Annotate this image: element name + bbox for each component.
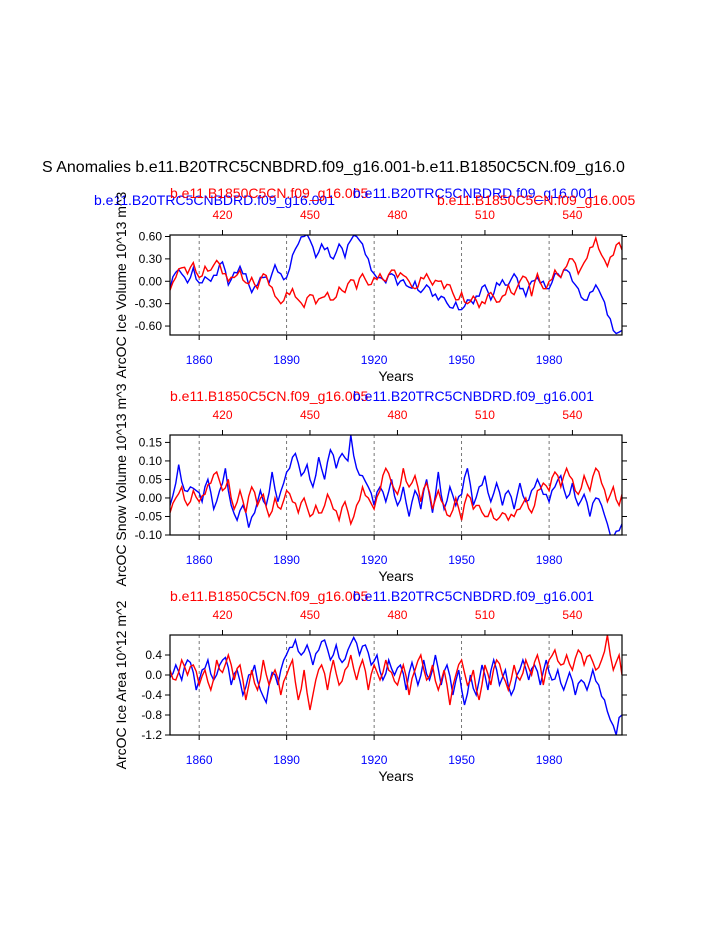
plot-frame bbox=[169, 234, 623, 336]
y-tick-label: 0.0 bbox=[145, 668, 162, 682]
x-tick-label-bottom: 1890 bbox=[273, 353, 300, 367]
y-axis-label: ArcOC Ice Area 10^12 m^2 bbox=[113, 600, 129, 769]
x-axis-label: Years bbox=[378, 768, 413, 784]
x-tick-label-top: 510 bbox=[475, 208, 495, 222]
x-tick-label-bottom: 1920 bbox=[361, 753, 388, 767]
y-tick-label: 0.15 bbox=[139, 435, 163, 449]
x-tick-label-bottom: 1980 bbox=[536, 553, 563, 567]
x-tick-label-bottom: 1950 bbox=[448, 353, 475, 367]
legend-red-right: b.e11.B1850C5CN.f09_g16.005 bbox=[437, 192, 635, 208]
x-tick-label-bottom: 1890 bbox=[273, 753, 300, 767]
x-tick-label-bottom: 1920 bbox=[361, 353, 388, 367]
y-tick-label: -0.8 bbox=[141, 708, 162, 722]
panel-3-title-red: b.e11.B1850C5CN.f09_g16.005 bbox=[170, 588, 368, 604]
x-tick-label-bottom: 1860 bbox=[186, 553, 213, 567]
x-tick-label-bottom: 1920 bbox=[361, 553, 388, 567]
x-tick-label-top: 480 bbox=[387, 408, 407, 422]
panel-2-title-red: b.e11.B1850C5CN.f09_g16.005 bbox=[170, 388, 368, 404]
figure-title: S Anomalies b.e11.B20TRC5CNBDRD.f09_g16.… bbox=[42, 159, 625, 176]
x-axis-label: Years bbox=[378, 368, 413, 384]
x-tick-label-bottom: 1860 bbox=[186, 753, 213, 767]
panels: 0.60 0.30 0.00 -0.30 -0.60 1860 1890 1920 1950 19… bbox=[113, 191, 627, 784]
y-axis-label: ArcOC Ice Volume 10^13 m^3 bbox=[113, 191, 129, 378]
series-line-b1850c5 bbox=[170, 635, 622, 711]
series-line-b1850c5 bbox=[170, 235, 622, 310]
x-tick-label-top: 510 bbox=[475, 408, 495, 422]
plot-frame bbox=[169, 634, 623, 736]
series-line-b20trc5 bbox=[170, 635, 622, 735]
plot-frame bbox=[169, 434, 623, 536]
x-tick-label-top: 420 bbox=[212, 208, 232, 222]
panel-3-title-blue: b.e11.B20TRC5CNBDRD.f09_g16.001 bbox=[353, 588, 594, 604]
x-tick-label-top: 510 bbox=[475, 608, 495, 622]
x-tick-label-top: 450 bbox=[300, 208, 320, 222]
panel-3: 0.4 0.0 -0.4 -0.8 -1.2 1860 1890 1920 1950 1980 42… bbox=[113, 600, 627, 784]
x-tick-label-top: 450 bbox=[300, 608, 320, 622]
x-tick-label-top: 480 bbox=[387, 608, 407, 622]
legend-blue-left: b.e11.B20TRC5CNBDRD.f09_g16.001 bbox=[94, 192, 335, 208]
x-tick-label-top: 420 bbox=[212, 408, 232, 422]
legend-blue-right: b.e11.B20TRC5CNBDRD.f09_g16.001 bbox=[353, 185, 594, 201]
x-tick-label-bottom: 1950 bbox=[448, 753, 475, 767]
x-tick-label-top: 540 bbox=[562, 208, 582, 222]
y-tick-label: -0.10 bbox=[135, 528, 163, 542]
panel-2-title-blue: b.e11.B20TRC5CNBDRD.f09_g16.001 bbox=[353, 388, 594, 404]
x-tick-label-bottom: 1860 bbox=[186, 353, 213, 367]
x-tick-label-top: 540 bbox=[562, 608, 582, 622]
y-tick-label: 0.60 bbox=[139, 229, 163, 243]
y-tick-label: 0.4 bbox=[145, 648, 162, 662]
x-tick-label-bottom: 1980 bbox=[536, 353, 563, 367]
y-tick-label: 0.05 bbox=[139, 472, 163, 486]
x-tick-label-bottom: 1980 bbox=[536, 753, 563, 767]
x-tick-label-top: 420 bbox=[212, 608, 232, 622]
y-tick-label: -1.2 bbox=[141, 728, 162, 742]
legend-red-left: b.e11.B1850C5CN.f09_g16.005 bbox=[170, 185, 368, 201]
x-axis-label: Years bbox=[378, 568, 413, 584]
x-tick-label-top: 450 bbox=[300, 408, 320, 422]
y-tick-label: 0.00 bbox=[139, 274, 163, 288]
y-tick-label: 0.00 bbox=[139, 491, 163, 505]
x-tick-label-bottom: 1950 bbox=[448, 553, 475, 567]
y-tick-label: -0.60 bbox=[135, 319, 163, 333]
y-tick-label: 0.10 bbox=[139, 454, 163, 468]
y-tick-label: -0.05 bbox=[135, 509, 163, 523]
x-tick-label-bottom: 1890 bbox=[273, 553, 300, 567]
y-tick-label: -0.4 bbox=[141, 688, 162, 702]
series-line-b1850c5 bbox=[170, 466, 622, 527]
y-tick-label: -0.30 bbox=[135, 297, 163, 311]
y-tick-label: 0.30 bbox=[139, 252, 163, 266]
y-axis-label: ArcOC Snow Volume 10^13 m^3 bbox=[113, 383, 129, 586]
x-tick-label-top: 480 bbox=[387, 208, 407, 222]
panel-2: 0.15 0.10 0.05 0.00 -0.05 -0.10 1860 1890 1920 19… bbox=[113, 383, 627, 587]
x-tick-label-top: 540 bbox=[562, 408, 582, 422]
panel-1: 0.60 0.30 0.00 -0.30 -0.60 1860 1890 1920 1950 19… bbox=[113, 191, 627, 384]
